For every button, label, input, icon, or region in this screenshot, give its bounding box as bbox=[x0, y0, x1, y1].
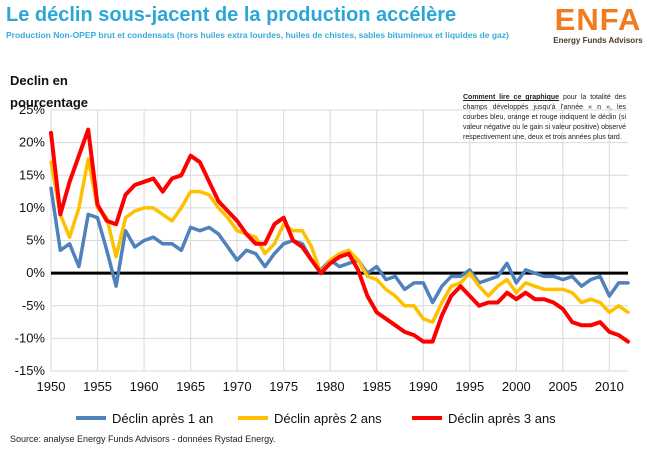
logo-wordmark: ENFA bbox=[554, 2, 642, 37]
y-tick-label: -10% bbox=[15, 330, 46, 345]
y-tick-label: -15% bbox=[15, 363, 46, 378]
y-tick-label: 10% bbox=[19, 200, 45, 215]
x-tick-label: 2000 bbox=[502, 379, 531, 394]
x-tick-label: 1975 bbox=[269, 379, 298, 394]
legend-label-3: Déclin après 3 ans bbox=[448, 411, 556, 426]
chart-title: Le déclin sous-jacent de la production a… bbox=[6, 4, 457, 26]
x-tick-label: 2010 bbox=[595, 379, 624, 394]
y-tick-label: 25% bbox=[19, 102, 45, 117]
reading-note: Comment lire ce graphique pour la totali… bbox=[463, 93, 626, 143]
x-tick-label: 1990 bbox=[409, 379, 438, 394]
y-axis-ticks: 25% 20% 15% 10% 5% 0% -5% -10% -15% bbox=[15, 102, 46, 378]
x-tick-label: 1970 bbox=[223, 379, 252, 394]
series-lines bbox=[49, 127, 630, 344]
x-axis-ticks: 1950 1955 1960 1965 1970 1975 1980 1985 1990 1995… bbox=[37, 379, 624, 394]
x-tick-label: 1985 bbox=[362, 379, 391, 394]
x-tick-label: 1950 bbox=[37, 379, 66, 394]
source-note: Source: analyse Energy Funds Advisors - … bbox=[10, 434, 276, 444]
series-line-3 bbox=[49, 127, 630, 344]
y-tick-label: -5% bbox=[22, 298, 46, 313]
series-line-2 bbox=[49, 157, 630, 324]
x-tick-label: 1980 bbox=[316, 379, 345, 394]
chart-grid bbox=[50, 109, 628, 372]
x-tick-label: 2005 bbox=[548, 379, 577, 394]
reading-note-heading: Comment lire ce graphique bbox=[463, 94, 560, 101]
chart-subtitle: Production Non-OPEP brut et condensats (… bbox=[6, 30, 509, 40]
y-tick-label: 15% bbox=[19, 167, 45, 182]
x-tick-label: 1955 bbox=[83, 379, 112, 394]
y-tick-label: 20% bbox=[19, 135, 45, 150]
reading-note-body: pour la totalité des champs développés j… bbox=[463, 94, 626, 141]
x-tick-label: 1965 bbox=[176, 379, 205, 394]
legend-label-1: Déclin après 1 an bbox=[112, 411, 213, 426]
y-tick-label: 5% bbox=[26, 233, 45, 248]
x-tick-label: 1995 bbox=[455, 379, 484, 394]
chart-legend: Déclin après 1 an Déclin après 2 ans Décli… bbox=[76, 411, 556, 426]
logo-tagline: Energy Funds Advisors bbox=[553, 36, 643, 45]
y-tick-label: 0% bbox=[26, 265, 45, 280]
y-axis-label: Declin en pourcentage bbox=[10, 73, 89, 110]
legend-label-2: Déclin après 2 ans bbox=[274, 411, 382, 426]
x-tick-label: 1960 bbox=[130, 379, 159, 394]
series-line-1 bbox=[49, 186, 630, 305]
enfa-logo: ENFA Energy Funds Advisors bbox=[552, 2, 644, 46]
